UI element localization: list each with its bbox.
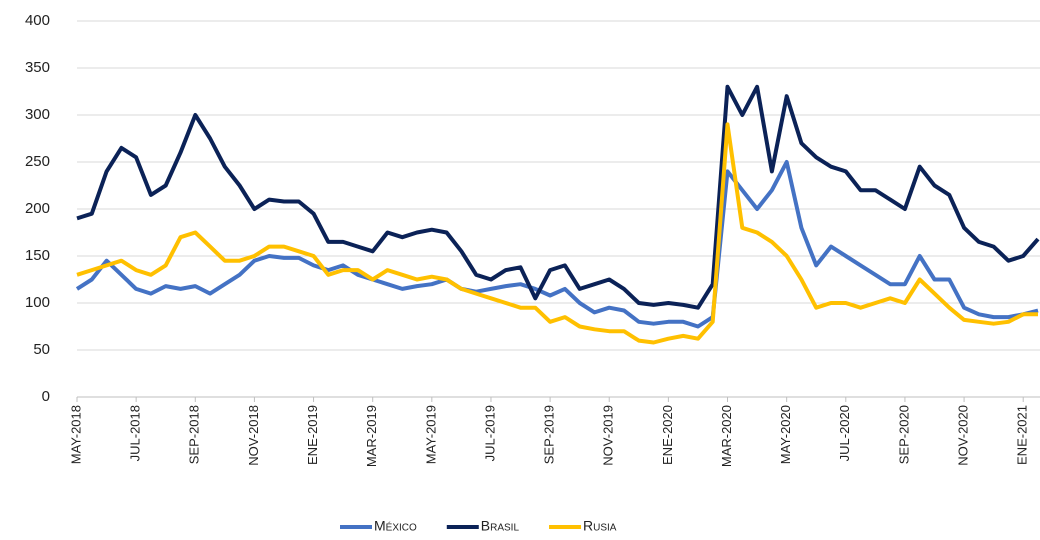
x-tick-label: JUL-2020 (837, 405, 852, 461)
x-tick-label: ENE-2020 (660, 405, 675, 465)
y-tick-label: 250 (25, 153, 50, 170)
x-tick-label: SEP-2019 (542, 405, 557, 464)
legend-label: Rusia (583, 518, 617, 534)
x-tick-label: MAY-2019 (423, 405, 438, 464)
x-tick-label: MAR-2019 (364, 405, 379, 467)
x-tick-label: MAR-2020 (719, 405, 734, 467)
y-tick-label: 400 (25, 12, 50, 29)
x-tick-label: NOV-2018 (246, 405, 261, 466)
series-line (75, 160, 1039, 329)
x-tick-label: SEP-2020 (896, 405, 911, 464)
x-tick-label: JUL-2019 (482, 405, 497, 461)
x-tick-label: NOV-2019 (601, 405, 616, 466)
x-tick-label: MAY-2020 (778, 405, 793, 464)
series-line (76, 84, 1040, 310)
y-tick-label: 50 (33, 341, 50, 358)
y-tick-label: 200 (25, 200, 50, 217)
y-tick-label: 300 (25, 106, 50, 123)
x-tick-label: MAY-2018 (68, 405, 83, 464)
legend-label: Brasil (481, 518, 520, 534)
y-tick-label: 0 (42, 388, 50, 405)
x-tick-label: NOV-2020 (956, 405, 971, 466)
series-line (76, 122, 1038, 345)
x-tick-label: JUL-2018 (128, 405, 143, 461)
y-tick-label: 100 (25, 294, 50, 311)
x-tick-label: ENE-2021 (1015, 405, 1030, 465)
x-tick-label: SEP-2018 (187, 405, 202, 464)
y-tick-label: 350 (25, 59, 50, 76)
y-tick-label: 150 (25, 247, 50, 264)
legend-label: México (374, 518, 417, 534)
x-tick-label: ENE-2019 (305, 405, 320, 465)
